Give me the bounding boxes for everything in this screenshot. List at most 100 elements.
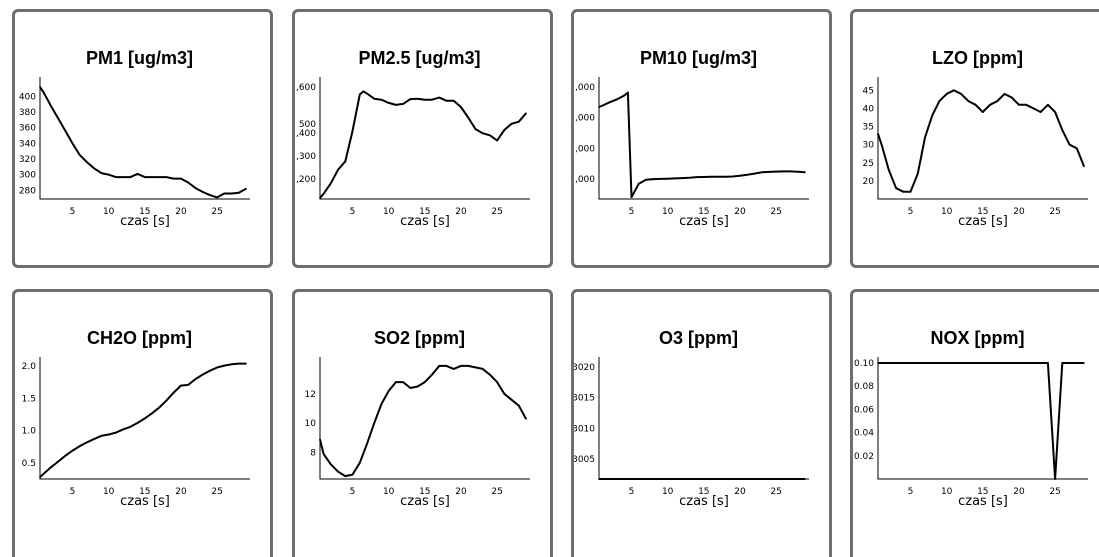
x-tick-label: 20 bbox=[1013, 487, 1025, 497]
data-point bbox=[373, 422, 375, 424]
x-tick-label: 5 bbox=[629, 207, 635, 217]
data-point bbox=[496, 381, 498, 383]
data-point bbox=[337, 168, 339, 171]
data-point bbox=[86, 441, 88, 444]
y-tick-label: 35 bbox=[863, 123, 874, 133]
x-tick-label: 25 bbox=[770, 487, 781, 497]
data-point bbox=[518, 120, 520, 123]
data-point bbox=[409, 98, 412, 100]
chart-title: SO2 [ppm] bbox=[374, 328, 465, 348]
data-point bbox=[895, 187, 897, 189]
data-point bbox=[717, 176, 720, 178]
series-line bbox=[878, 362, 1084, 480]
chart-axes bbox=[877, 77, 1088, 200]
y-tick-label: ,400 bbox=[296, 129, 316, 139]
x-tick-label: 10 bbox=[662, 487, 674, 497]
data-point bbox=[931, 114, 933, 117]
data-point bbox=[982, 111, 984, 113]
chart-svg: PM10 [ug/m3] ,000 ,000 ,000 ,000 5 10 15 20 25 cza… bbox=[575, 48, 809, 229]
data-point bbox=[351, 473, 354, 476]
data-point bbox=[510, 123, 513, 125]
data-point bbox=[652, 178, 654, 180]
data-point bbox=[452, 100, 455, 102]
data-point bbox=[775, 170, 777, 173]
data-point bbox=[877, 133, 879, 135]
data-point bbox=[880, 143, 883, 146]
data-point bbox=[760, 171, 763, 174]
x-tick-label: 25 bbox=[491, 207, 502, 217]
data-point bbox=[445, 100, 448, 102]
data-point bbox=[380, 98, 383, 101]
data-point bbox=[1083, 165, 1085, 168]
data-point bbox=[122, 428, 124, 431]
data-point bbox=[989, 104, 991, 106]
data-point bbox=[877, 362, 879, 364]
data-point bbox=[366, 92, 368, 95]
data-point bbox=[598, 478, 600, 480]
data-point bbox=[129, 426, 132, 428]
data-point bbox=[86, 161, 88, 163]
data-point bbox=[445, 365, 448, 367]
data-point bbox=[638, 182, 640, 185]
data-point bbox=[724, 175, 727, 178]
y-tick-label: 30 bbox=[863, 141, 875, 151]
x-tick-label: 15 bbox=[698, 207, 709, 217]
data-point bbox=[158, 176, 161, 178]
x-axis-label: czas [s] bbox=[400, 494, 450, 509]
data-point bbox=[322, 453, 325, 455]
data-point bbox=[416, 385, 419, 388]
x-tick-label: 25 bbox=[770, 207, 781, 217]
data-point bbox=[1061, 362, 1064, 364]
y-tick-label: 320 bbox=[19, 155, 36, 165]
data-point bbox=[387, 102, 390, 104]
data-point bbox=[489, 373, 491, 376]
data-point bbox=[165, 176, 168, 178]
data-point bbox=[1039, 111, 1042, 113]
data-point bbox=[797, 170, 799, 173]
data-point bbox=[789, 170, 792, 173]
data-point bbox=[1061, 129, 1064, 131]
data-point bbox=[431, 98, 433, 101]
y-tick-label: 12 bbox=[305, 390, 316, 400]
chart-svg: CH2O [ppm] 2.0 1.5 1.0 0.5 5 10 15 20 25 czas [s] bbox=[22, 328, 250, 509]
chart-axes bbox=[598, 77, 809, 200]
data-point bbox=[209, 194, 211, 196]
y-tick-label: 0.06 bbox=[854, 405, 874, 415]
chart-panel-1: PM1 [ug/m3] 400 380 360 340 320 300 280 5 10 15 20 2… bbox=[12, 9, 273, 268]
data-point bbox=[953, 89, 955, 92]
x-tick-label: 5 bbox=[70, 487, 76, 497]
x-axis-label: czas [s] bbox=[120, 494, 170, 509]
data-point bbox=[452, 368, 455, 370]
data-point bbox=[460, 106, 462, 108]
data-point bbox=[739, 175, 741, 177]
series-line bbox=[39, 86, 247, 199]
y-tick-label: 1.0 bbox=[22, 427, 37, 437]
x-axis-label: czas [s] bbox=[679, 214, 729, 229]
data-point bbox=[245, 188, 247, 190]
x-tick-label: 5 bbox=[350, 487, 356, 497]
x-tick-label: 25 bbox=[491, 487, 502, 497]
data-point bbox=[1076, 147, 1078, 150]
data-point bbox=[42, 473, 45, 475]
data-point bbox=[623, 94, 626, 97]
data-point bbox=[319, 438, 321, 441]
data-point bbox=[151, 176, 153, 178]
data-point bbox=[50, 104, 52, 107]
data-point bbox=[1047, 362, 1049, 364]
x-tick-label: 20 bbox=[734, 207, 746, 217]
x-tick-label: 10 bbox=[383, 207, 395, 217]
chart-panel-7: O3 [ppm] 3020 3015 3010 3005 5 10 15 20 25 czas [s… bbox=[571, 289, 832, 557]
x-axis-label: czas [s] bbox=[400, 214, 450, 229]
y-tick-label: 300 bbox=[19, 171, 36, 181]
y-tick-label: 45 bbox=[863, 86, 874, 96]
data-point bbox=[71, 449, 74, 452]
data-point bbox=[416, 97, 419, 100]
data-point bbox=[938, 100, 941, 102]
x-tick-label: 5 bbox=[629, 487, 635, 497]
chart-panel-8: NOX [ppm] 0.10 0.08 0.06 0.04 0.02 5 10 15 20 25 cz… bbox=[850, 289, 1099, 557]
chart-svg: LZO [ppm] 45 40 35 30 25 20 5 10 15 20 25 czas [s] bbox=[863, 48, 1088, 229]
data-point bbox=[688, 176, 691, 179]
x-tick-label: 25 bbox=[1049, 207, 1060, 217]
x-axis-label: czas [s] bbox=[958, 494, 1008, 509]
chart-svg: PM2.5 [ug/m3] ,600 500,400 ,300 ,200 5 10 15 20 2… bbox=[296, 48, 530, 229]
